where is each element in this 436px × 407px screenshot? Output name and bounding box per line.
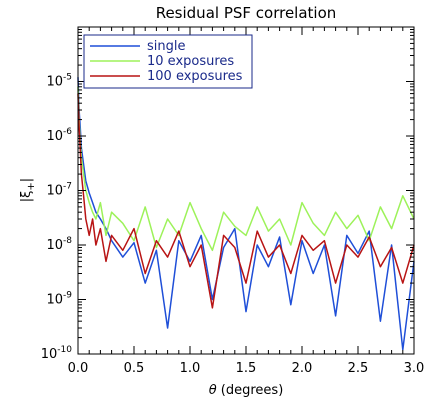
x-tick-label: 1.5 bbox=[236, 361, 257, 376]
y-tick-label: 10-7 bbox=[46, 182, 72, 199]
y-tick-label: 10-10 bbox=[41, 345, 73, 362]
y-tick-label: 10-9 bbox=[46, 291, 72, 308]
y-axis-label: |ξ+| bbox=[19, 178, 37, 202]
legend-label-3: 100 exposures bbox=[147, 69, 243, 84]
y-tick-label: 10-8 bbox=[46, 236, 72, 253]
series-line-2 bbox=[77, 86, 415, 252]
chart-title: Residual PSF correlation bbox=[156, 4, 337, 22]
x-tick-label: 0.0 bbox=[68, 361, 89, 376]
x-tick-label: 1.0 bbox=[180, 361, 201, 376]
x-tick-label: 2.5 bbox=[348, 361, 369, 376]
x-tick-label: 2.0 bbox=[292, 361, 313, 376]
legend-label-2: 10 exposures bbox=[147, 54, 234, 69]
legend-label-1: single bbox=[147, 39, 186, 54]
series-line-3 bbox=[77, 93, 415, 309]
x-tick-label: 0.5 bbox=[124, 361, 145, 376]
y-tick-label: 10-6 bbox=[46, 127, 72, 144]
series-layer bbox=[77, 77, 415, 351]
axis-layer: 0.0 0.5 1.0 1.5 2.0 2.5 3.0 10-10 10-9 10-8 10-7 10… bbox=[41, 26, 425, 376]
y-tick-label: 10-5 bbox=[46, 73, 72, 90]
x-axis-label: θ (degrees) bbox=[209, 383, 284, 398]
x-tick-label: 3.0 bbox=[404, 361, 425, 376]
series-line-1 bbox=[77, 77, 415, 351]
